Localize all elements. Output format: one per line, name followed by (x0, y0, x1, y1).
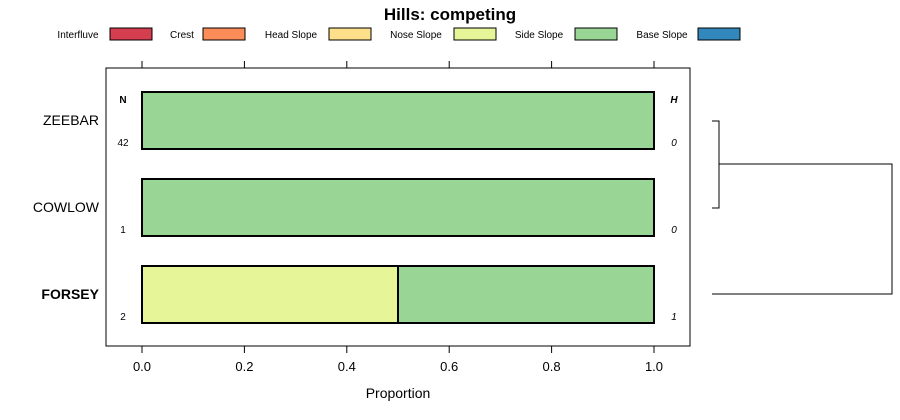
h-value: 1 (671, 312, 677, 323)
n-value: 42 (117, 138, 129, 149)
legend-label: Head Slope (265, 30, 318, 41)
h-value: 0 (671, 225, 677, 236)
legend-label: Side Slope (515, 30, 564, 41)
x-tick-label: 0.6 (440, 359, 458, 374)
bar-segment (141, 265, 399, 324)
x-axis-label: Proportion (366, 385, 431, 401)
chart-title: Hills: competing (384, 5, 516, 24)
bar-segment (141, 178, 655, 237)
dendrogram-branch (712, 163, 893, 295)
bars-layer (141, 91, 655, 324)
x-tick-label: 0.8 (543, 359, 561, 374)
x-axis: 0.0 0.2 0.4 0.6 0.8 1.0 (133, 61, 663, 374)
legend: Interfluve Crest Head Slope Nose Slope Side … (57, 27, 741, 41)
legend-swatch (328, 27, 372, 41)
legend-label: Nose Slope (390, 30, 442, 41)
legend-swatch (109, 27, 153, 41)
legend-swatch (697, 27, 741, 41)
category-label: COWLOW (33, 199, 100, 215)
n-header: N (119, 95, 126, 106)
plot-frame (105, 67, 691, 347)
x-tick-label: 0.0 (133, 359, 151, 374)
x-tick-label: 1.0 (645, 359, 663, 374)
n-value: 2 (120, 312, 126, 323)
category-label: ZEEBAR (43, 112, 99, 128)
legend-label: Crest (170, 30, 194, 41)
h-value: 0 (671, 138, 677, 149)
legend-swatch (202, 27, 246, 41)
n-value: 1 (120, 225, 126, 236)
dendrogram (712, 120, 893, 295)
h-header: H (670, 95, 678, 106)
legend-label: Base Slope (636, 30, 688, 41)
dendrogram-branch (712, 120, 720, 209)
category-labels: ZEEBAR 42 0 COWLOW 1 0 FORSEY 2 1 (33, 112, 677, 323)
legend-label: Interfluve (57, 30, 99, 41)
x-tick-label: 0.4 (338, 359, 356, 374)
legend-swatch (453, 27, 497, 41)
bar-segment (397, 265, 655, 324)
category-label: FORSEY (41, 286, 99, 302)
legend-swatch (574, 27, 618, 41)
x-tick-label: 0.2 (235, 359, 253, 374)
bar-segment (141, 91, 655, 150)
